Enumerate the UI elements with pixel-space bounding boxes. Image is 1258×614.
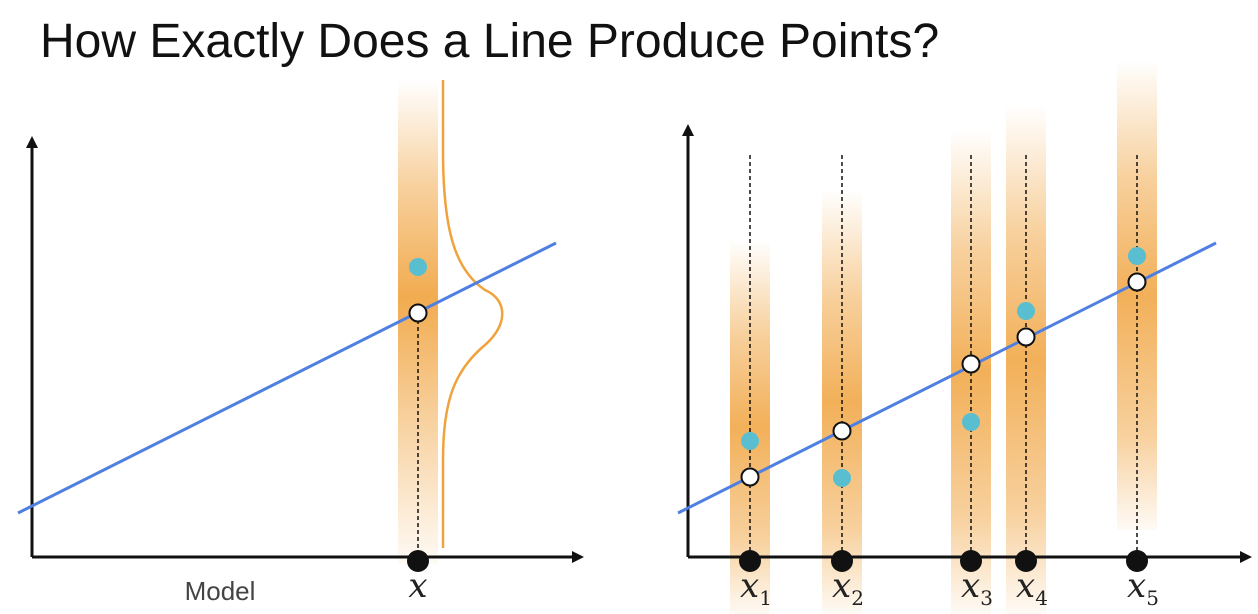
model-caption: Model [185,576,256,606]
x-label-2: x2 [832,566,864,610]
x-label-1: x1 [740,566,772,610]
predicted-point [408,303,428,323]
observed-point-5 [1128,247,1146,265]
observed-point-2 [833,469,851,487]
observed-point-1 [741,432,759,450]
x-label: x [408,566,427,606]
x-axis-marker-5 [1126,550,1148,572]
slide-title: How Exactly Does a Line Produce Points? [40,15,940,68]
x-label-4: x4 [1016,566,1048,610]
predicted-point-1 [740,467,760,487]
regression-line [17,241,557,515]
x-label-3: x3 [961,566,993,610]
observed-point [409,258,427,276]
predicted-point-2 [832,421,852,441]
predicted-point-5 [1127,272,1147,292]
left-panel: Model x [17,80,584,606]
predicted-point-4 [1016,327,1036,347]
x-axis-marker-2 [831,550,853,572]
observed-point-4 [1017,302,1035,320]
x-axis-marker [407,550,429,572]
right-panel: x1 x2 x3 x4 x5 [677,60,1252,614]
x-label-5: x5 [1127,566,1159,610]
regression-line-right [677,241,1217,515]
x-axis-marker-1 [739,550,761,572]
x-axis-marker-4 [1015,550,1037,572]
observed-point-3 [962,413,980,431]
gaussian-curve [441,80,504,548]
x-axis-marker-3 [960,550,982,572]
predicted-point-3 [961,354,981,374]
